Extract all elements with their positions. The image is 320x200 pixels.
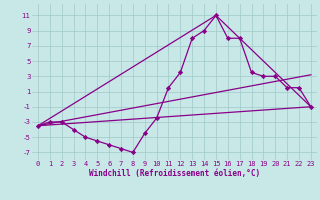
X-axis label: Windchill (Refroidissement éolien,°C): Windchill (Refroidissement éolien,°C) (89, 169, 260, 178)
